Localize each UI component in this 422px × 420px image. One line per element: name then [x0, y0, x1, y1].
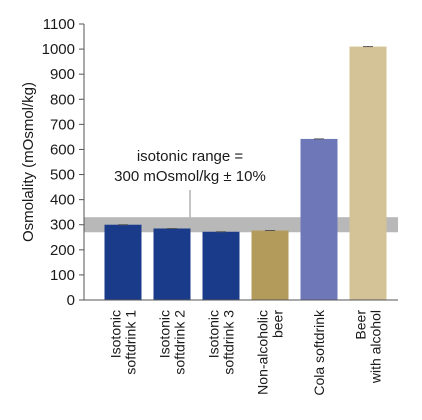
x-category-label-line: softdrink 2 [172, 310, 188, 375]
bar [300, 138, 338, 300]
bar [153, 228, 191, 300]
x-category-label: Cola softdrink [311, 309, 327, 396]
bar [202, 231, 240, 300]
y-tick-label: 800 [50, 91, 75, 108]
x-category-label-line: beer [270, 310, 286, 338]
y-axis-label: Osmolality (mOsmol/kg) [20, 82, 37, 242]
x-category-label: Isotonic softdrink 2 [157, 310, 188, 375]
x-category-label-line: Cola softdrink [311, 309, 327, 396]
x-category-label-line: softdrink 1 [123, 310, 139, 375]
y-tick-label: 500 [50, 167, 75, 184]
x-category-label-line: Isotonic [108, 310, 124, 358]
y-tick-label: 100 [50, 267, 75, 284]
x-category-label-line: Isotonic [206, 310, 222, 358]
x-category-label-line: Non-alcoholic [255, 310, 271, 395]
x-category-label: Isotonic softdrink 1 [108, 310, 139, 375]
x-category-label: Isotonic softdrink 3 [206, 310, 237, 375]
x-category-label-line: softdrink 3 [221, 310, 237, 375]
y-tick-label: 400 [50, 192, 75, 209]
y-tick-label: 1100 [43, 16, 75, 33]
range-annotation-text: 300 mOsmol/kg ± 10% [114, 168, 266, 185]
y-tick-label: 600 [50, 141, 75, 158]
y-tick-label: 0 [67, 292, 75, 309]
y-tick-label: 1000 [42, 41, 75, 58]
range-annotation-text: isotonic range = [137, 148, 244, 165]
y-tick-label: 700 [50, 116, 75, 133]
x-category-label-line: Beer [353, 310, 369, 340]
y-tick-label: 300 [50, 217, 75, 234]
bar [104, 224, 142, 300]
x-category-label: Beer with alcohol [353, 310, 384, 384]
y-tick-label: 900 [50, 66, 75, 83]
x-category-label-line: with alcohol [368, 310, 384, 384]
bar [349, 46, 387, 300]
x-category-label: Non-alcoholic beer [255, 310, 286, 395]
x-category-label-line: Isotonic [157, 310, 173, 358]
y-tick-label: 200 [50, 242, 75, 259]
bar [251, 230, 289, 300]
